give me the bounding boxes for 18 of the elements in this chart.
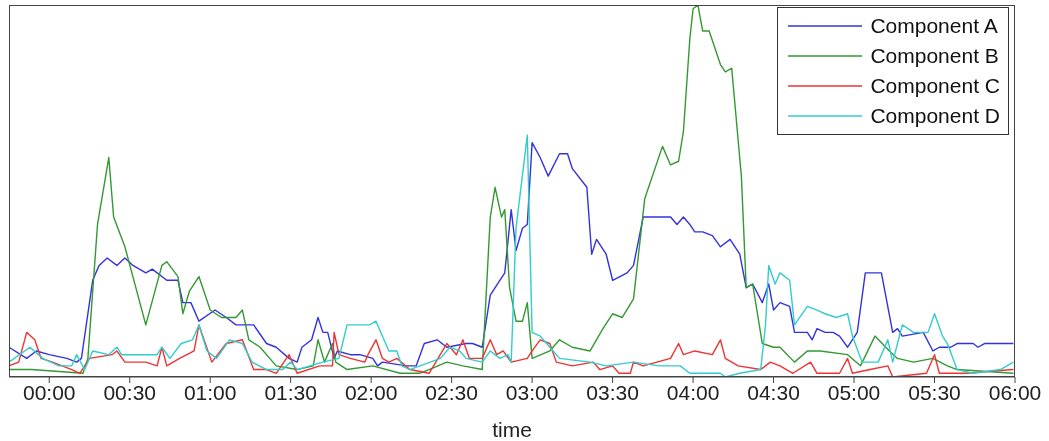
x-tick-label: 01:00 [183, 380, 237, 404]
x-tick-label: 04:00 [666, 380, 720, 404]
legend-label: Component D [870, 103, 1000, 129]
legend-label: Component B [870, 43, 999, 69]
x-tick-label: 03:30 [586, 380, 639, 404]
x-tick-label: 02:30 [425, 380, 478, 404]
x-tick-label: 00:30 [103, 380, 156, 404]
x-tick-label: 04:30 [747, 380, 800, 404]
x-tick-label: 03:00 [505, 380, 559, 404]
legend-label: Component C [870, 73, 1000, 99]
x-tick-label: 05:30 [908, 380, 961, 404]
x-axis-title: time [492, 418, 532, 441]
x-tick-label: 05:00 [827, 380, 881, 404]
x-tick-label: 06:00 [988, 380, 1042, 404]
legend-label: Component A [870, 13, 998, 39]
x-tick-label: 02:00 [344, 380, 398, 404]
x-tick-label: 01:30 [264, 380, 317, 404]
x-tick-label: 00:00 [22, 380, 76, 404]
